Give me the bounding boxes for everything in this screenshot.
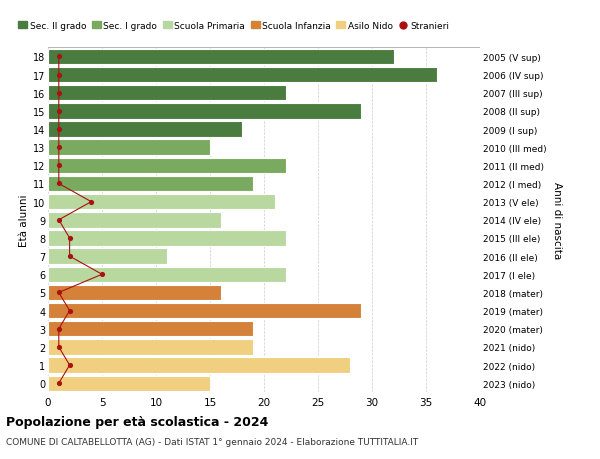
Text: COMUNE DI CALTABELLOTTA (AG) - Dati ISTAT 1° gennaio 2024 - Elaborazione TUTTITA: COMUNE DI CALTABELLOTTA (AG) - Dati ISTA… [6,437,418,446]
Legend: Sec. II grado, Sec. I grado, Scuola Primaria, Scuola Infanzia, Asilo Nido, Stran: Sec. II grado, Sec. I grado, Scuola Prim… [18,22,449,31]
Bar [48,122,242,137]
Bar [48,213,221,228]
Point [54,343,64,351]
Point [54,108,64,115]
Point [97,271,107,278]
Bar [48,104,361,119]
Bar [48,231,286,246]
Bar [48,140,210,156]
Bar [48,375,210,391]
Point [54,144,64,151]
Point [54,289,64,297]
Point [54,126,64,134]
Point [54,90,64,97]
Point [54,217,64,224]
Point [65,235,74,242]
Bar [48,303,361,319]
Bar [48,285,221,301]
Point [54,162,64,170]
Point [54,54,64,61]
Y-axis label: Età alunni: Età alunni [19,194,29,246]
Point [86,199,96,206]
Point [54,72,64,79]
Bar [48,195,275,210]
Y-axis label: Anni di nascita: Anni di nascita [552,182,562,259]
Point [54,325,64,333]
Bar [48,321,253,337]
Bar [48,358,350,373]
Point [54,180,64,188]
Bar [48,176,253,192]
Bar [48,67,437,83]
Point [65,253,74,260]
Bar [48,249,167,264]
Point [65,307,74,314]
Point [65,362,74,369]
Text: Popolazione per età scolastica - 2024: Popolazione per età scolastica - 2024 [6,415,268,428]
Bar [48,158,286,174]
Bar [48,50,394,65]
Bar [48,340,253,355]
Bar [48,86,286,101]
Bar [48,267,286,282]
Point [54,380,64,387]
